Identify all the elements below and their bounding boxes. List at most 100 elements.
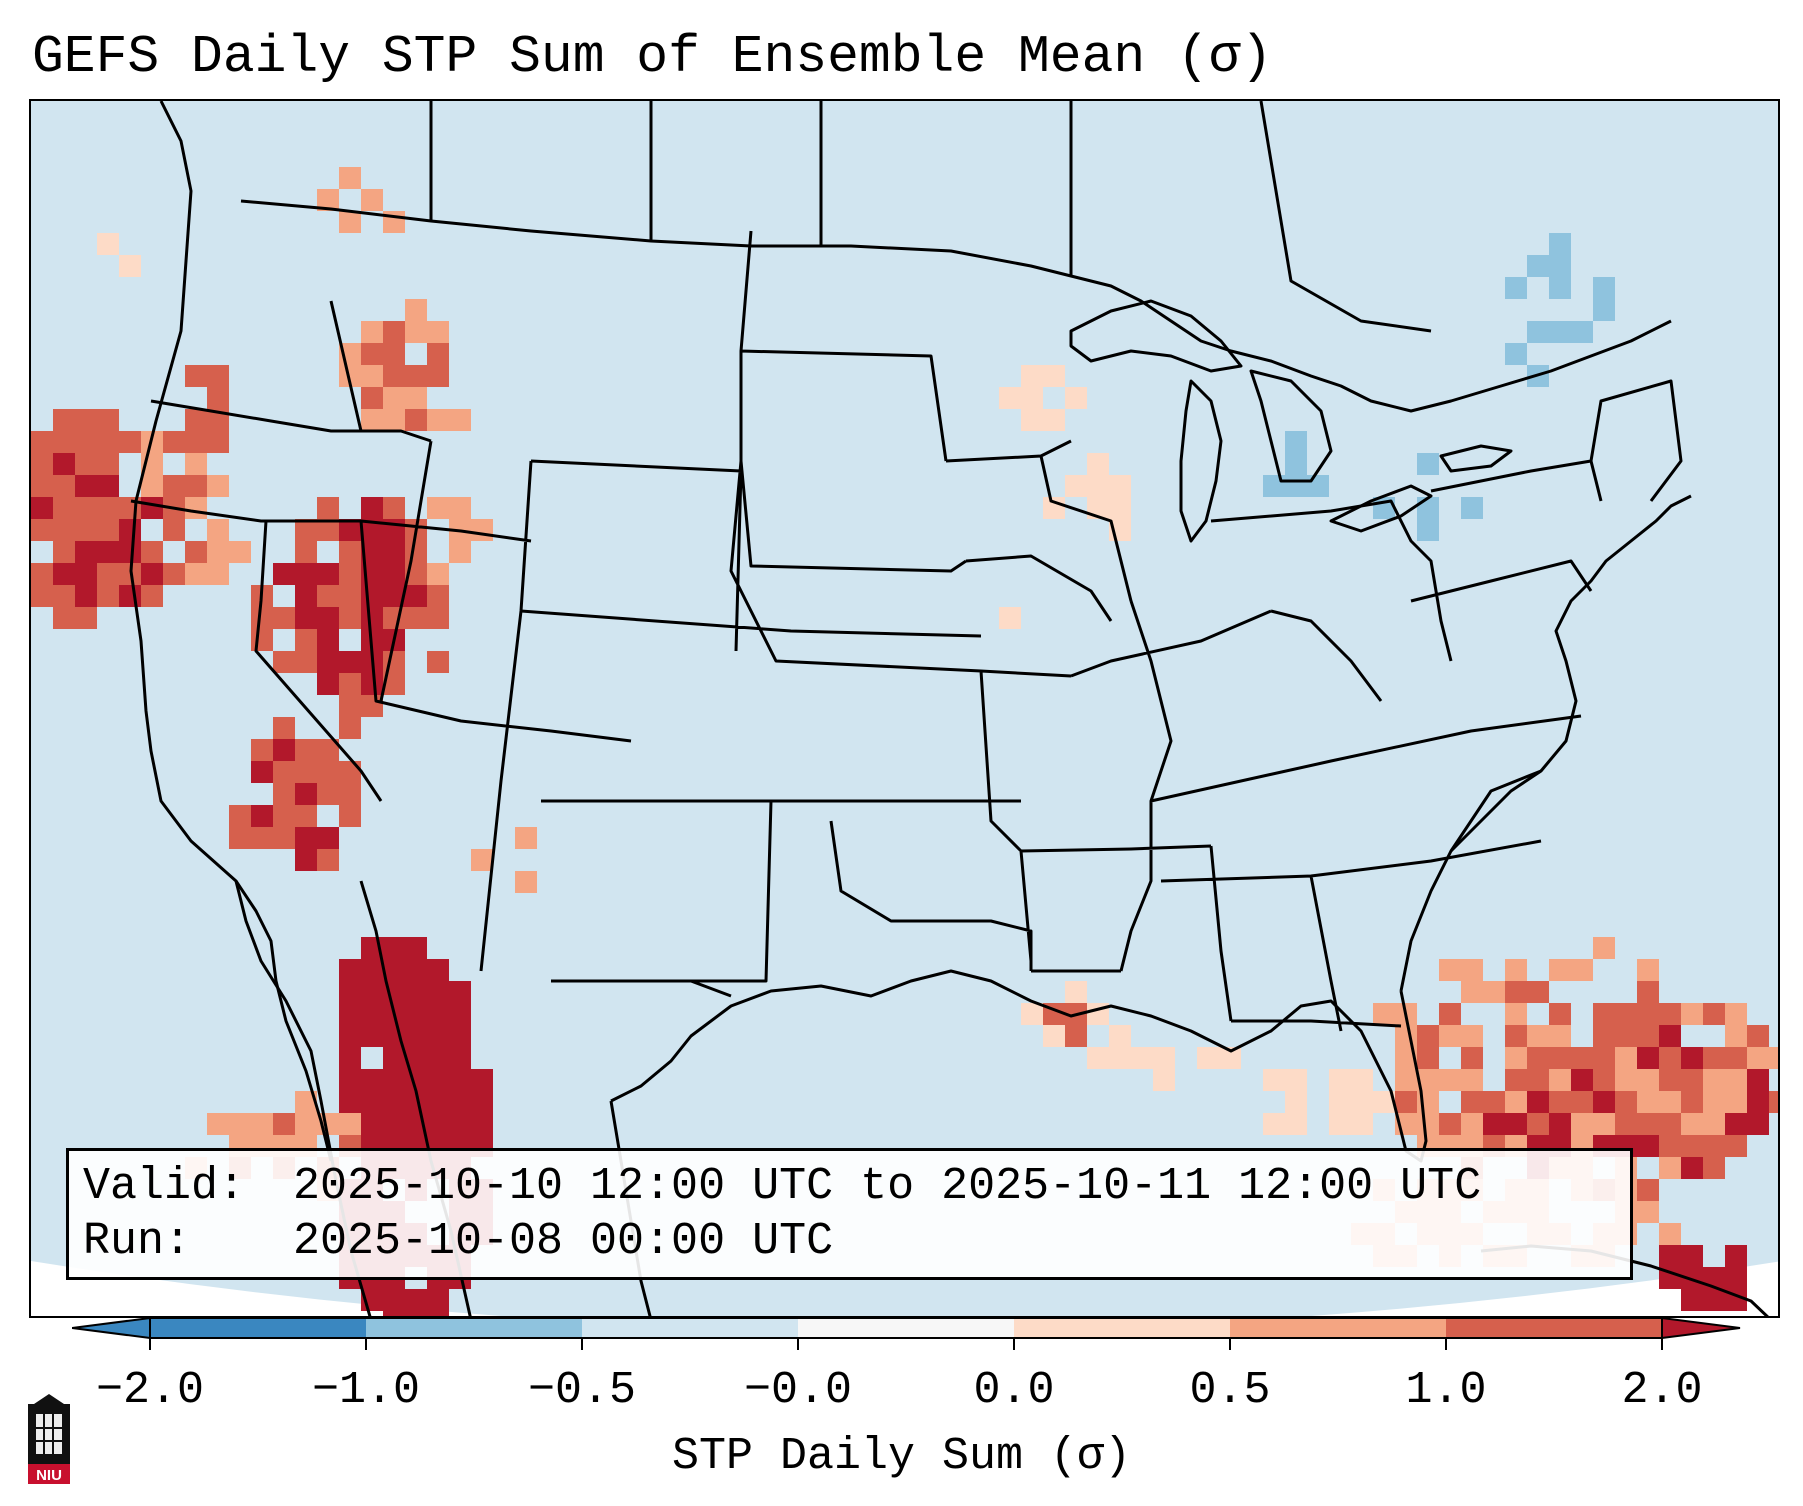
field-cell — [1637, 959, 1659, 981]
field-cell — [1637, 1069, 1659, 1091]
field-cell — [1461, 981, 1483, 1003]
field-cell — [1417, 519, 1439, 541]
field-cell — [1681, 1267, 1703, 1289]
field-cell — [1087, 453, 1109, 475]
field-cell — [383, 497, 405, 519]
field-cell — [361, 387, 383, 409]
field-cell — [31, 585, 53, 607]
field-cell — [163, 475, 185, 497]
field-cell — [295, 739, 317, 761]
field-cell — [1043, 497, 1065, 519]
field-cell — [1065, 1025, 1087, 1047]
field-cell — [119, 519, 141, 541]
field-cell — [1285, 1091, 1307, 1113]
field-cell — [1197, 1047, 1219, 1069]
field-cell — [1769, 1091, 1778, 1113]
field-cell — [383, 673, 405, 695]
field-cell — [97, 453, 119, 475]
chart-title: GEFS Daily STP Sum of Ensemble Mean (σ) — [32, 27, 1273, 87]
field-cell — [317, 761, 339, 783]
field-cell — [273, 805, 295, 827]
field-cell — [1549, 255, 1571, 277]
run-value: 2025-10-08 00:00 UTC — [293, 1216, 834, 1267]
field-cell — [361, 959, 383, 981]
field-cell — [251, 607, 273, 629]
field-cell — [1593, 1069, 1615, 1091]
field-cell — [1681, 1091, 1703, 1113]
field-cell — [383, 585, 405, 607]
field-cell — [405, 409, 427, 431]
field-cell — [251, 827, 273, 849]
run-line: Run: 2025-10-08 00:00 UTC — [83, 1214, 1630, 1269]
field-cell — [1615, 1047, 1637, 1069]
field-cell — [185, 497, 207, 519]
colorbar — [72, 1318, 1741, 1350]
field-cell — [53, 519, 75, 541]
field-cell — [339, 783, 361, 805]
field-cell — [207, 541, 229, 563]
field-cell — [383, 321, 405, 343]
field-cell — [1153, 1047, 1175, 1069]
field-cell — [515, 827, 537, 849]
field-cell — [427, 409, 449, 431]
field-cell — [295, 541, 317, 563]
field-cell — [471, 1091, 493, 1113]
field-cell — [53, 475, 75, 497]
field-cell — [1395, 1069, 1417, 1091]
field-cell — [1483, 981, 1505, 1003]
field-cell — [163, 431, 185, 453]
field-cell — [1593, 1113, 1615, 1135]
field-cell — [1263, 1069, 1285, 1091]
field-cell — [405, 541, 427, 563]
field-cell — [163, 563, 185, 585]
field-cell — [405, 937, 427, 959]
field-cell — [427, 585, 449, 607]
field-cell — [97, 409, 119, 431]
field-cell — [383, 365, 405, 387]
field-cell — [383, 1113, 405, 1135]
field-cell — [361, 321, 383, 343]
field-cell — [1593, 1003, 1615, 1025]
field-cell — [273, 651, 295, 673]
field-cell — [427, 1003, 449, 1025]
field-cell — [361, 189, 383, 211]
field-cell — [317, 651, 339, 673]
field-cell — [1263, 1113, 1285, 1135]
field-cell — [207, 563, 229, 585]
field-cell — [1637, 1003, 1659, 1025]
map-panel — [29, 99, 1780, 1318]
field-cell — [141, 475, 163, 497]
field-cell — [97, 563, 119, 585]
colorbar-tick-label: 0.5 — [1189, 1365, 1271, 1416]
field-cell — [383, 959, 405, 981]
field-cell — [185, 541, 207, 563]
field-cell — [1351, 1069, 1373, 1091]
field-cell — [141, 497, 163, 519]
field-cell — [449, 1003, 471, 1025]
field-cell — [405, 321, 427, 343]
field-cell — [361, 519, 383, 541]
field-cell — [1593, 277, 1615, 299]
field-cell — [449, 1113, 471, 1135]
field-cell — [185, 365, 207, 387]
field-cell — [1461, 959, 1483, 981]
field-cell — [1439, 1069, 1461, 1091]
field-cell — [1417, 453, 1439, 475]
field-cell — [1065, 475, 1087, 497]
field-cell — [295, 607, 317, 629]
field-cell — [427, 651, 449, 673]
field-cell — [207, 1113, 229, 1135]
field-cell — [339, 1113, 361, 1135]
field-cell — [339, 1091, 361, 1113]
field-cell — [1527, 1091, 1549, 1113]
lake-huron — [1249, 369, 1333, 483]
field-cell — [251, 761, 273, 783]
field-cell — [1549, 1025, 1571, 1047]
field-cell — [1703, 1135, 1725, 1157]
field-cell — [75, 497, 97, 519]
field-cell — [339, 541, 361, 563]
field-cell — [273, 783, 295, 805]
field-cell — [1285, 475, 1307, 497]
field-cell — [1483, 1113, 1505, 1135]
field-cell — [317, 673, 339, 695]
